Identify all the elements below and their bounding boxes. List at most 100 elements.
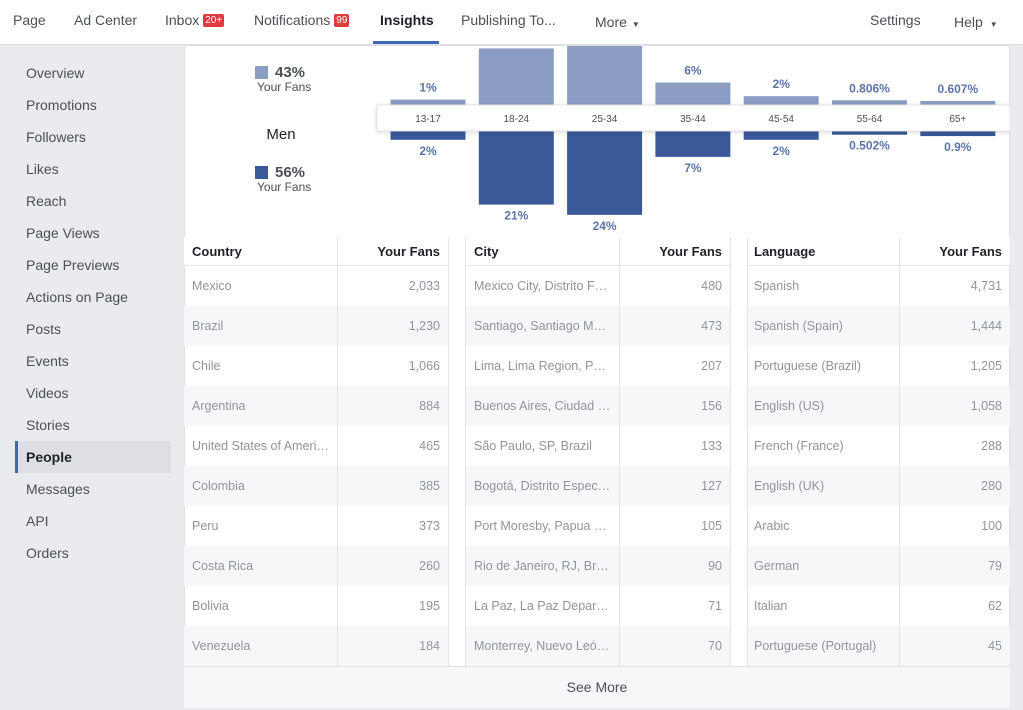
table-cell: 156	[619, 386, 730, 426]
age-label: 18-24	[504, 114, 530, 125]
sidebar-item[interactable]: Page Previews	[26, 257, 120, 273]
table-cell: 100	[899, 506, 1010, 546]
column-header: Your Fans	[337, 237, 448, 266]
age-chart: 1%6%2% 0.806% 0.607%43%Your Fans2%21%24%7%…	[255, 46, 1010, 233]
table-cell: Brazil	[184, 306, 338, 346]
nav-settings[interactable]: Settings	[870, 12, 921, 28]
table-cell: 4,731	[899, 265, 1010, 306]
table-cell: 280	[899, 466, 1010, 506]
table-row: Arabic 100	[746, 506, 1010, 546]
table-cell: 373	[337, 506, 448, 546]
sidebar-item[interactable]: Posts	[26, 321, 62, 337]
column-header: Your Fans	[899, 237, 1010, 266]
table-cell: Monterrey, Nuevo León…	[466, 626, 620, 666]
nav-more[interactable]: More ▼	[595, 14, 640, 30]
value-label: 7%	[684, 161, 702, 175]
table-cell: 1,230	[337, 306, 448, 346]
table-row: Chile 1,066	[184, 346, 448, 386]
table-row: English (UK) 280	[746, 466, 1010, 506]
sidebar-item[interactable]: Page Views	[26, 225, 100, 241]
table-row: Bogotá, Distrito Especi… 127	[466, 466, 730, 506]
table-cell: 207	[619, 346, 730, 386]
value-label: 0.9%	[944, 140, 972, 154]
table-row: Port Moresby, Papua N… 105	[466, 506, 730, 546]
table-cell: Italian	[754, 599, 788, 613]
sidebar-item[interactable]: Followers	[26, 129, 86, 145]
table-row: Portuguese (Brazil) 1,205	[746, 346, 1010, 386]
table-cell: 1,444	[899, 306, 1010, 346]
table-cell: French (France)	[754, 439, 844, 453]
table-row: Argentina 884	[184, 386, 448, 426]
nav-help[interactable]: Help ▼	[954, 14, 998, 30]
table-row: Brazil 1,230	[184, 306, 448, 346]
nav-label: Notifications	[254, 12, 331, 28]
group-label: Men	[266, 126, 295, 143]
value-label: 2%	[419, 144, 437, 158]
sidebar-item[interactable]: Actions on Page	[26, 289, 128, 305]
table-cell: 884	[337, 386, 448, 426]
nav-label: Inbox	[165, 12, 200, 28]
table-row: Lima, Lima Region, Peru 207	[466, 346, 730, 386]
nav-tab[interactable]: Inbox 20+	[165, 12, 225, 28]
value-label: 0.806%	[849, 81, 890, 95]
nav-tab[interactable]: Page	[13, 12, 46, 28]
nav-tab[interactable]: Publishing To...	[461, 12, 556, 28]
nav-label: Insights	[380, 12, 434, 28]
badge: 20+	[203, 14, 225, 27]
column-header: Language	[746, 237, 900, 266]
data-table: Country Your Fans Mexico 2,033 Brazil 1,230 Ch…	[184, 237, 448, 666]
table-cell: Bogotá, Distrito Especi…	[466, 466, 620, 506]
table-row: Santiago, Santiago Met… 473	[466, 306, 730, 346]
legend-name: Your Fans	[257, 180, 311, 194]
table-gap	[448, 237, 466, 666]
header-row: City Your Fans	[466, 237, 730, 266]
table-row: Spanish (Spain) 1,444	[746, 306, 1010, 346]
value-label: 1%	[419, 81, 437, 95]
table-cell: Costa Rica	[184, 546, 338, 586]
table-cell: 79	[899, 546, 1010, 586]
table-cell: 1,066	[337, 346, 448, 386]
table-row: Rio de Janeiro, RJ, Brazil 90	[466, 546, 730, 586]
see-more[interactable]: See More	[184, 666, 1010, 708]
badge: 99	[334, 14, 350, 27]
table-cell: English (US)	[746, 386, 900, 426]
table-cell: 45	[899, 626, 1010, 666]
table-row: Mexico City, Distrito Fe… 480	[466, 265, 730, 306]
sidebar-item[interactable]: Events	[26, 353, 69, 369]
value-label: 21%	[504, 209, 528, 223]
sidebar-item[interactable]: Overview	[26, 65, 85, 81]
table-row: Portuguese (Portugal) 45	[746, 626, 1010, 666]
nav-tab[interactable]: Notifications 99	[254, 12, 350, 28]
caret: ▼	[989, 20, 998, 29]
table-cell: La Paz, La Paz Depart…	[474, 599, 613, 613]
sidebar-item[interactable]: Videos	[26, 385, 69, 401]
table-cell: 465	[337, 426, 448, 466]
sidebar-item[interactable]: Promotions	[26, 97, 97, 113]
table-cell: Santiago, Santiago Met…	[466, 306, 620, 346]
age-label: 35-44	[680, 114, 706, 125]
sidebar-item[interactable]: Reach	[26, 193, 67, 209]
table-cell: Spanish	[754, 279, 800, 293]
sidebar-item[interactable]: Messages	[26, 481, 90, 497]
column-header: City	[466, 237, 620, 266]
sidebar-item[interactable]: API	[26, 513, 49, 529]
sidebar-item[interactable]: People	[15, 441, 171, 473]
table-cell: Arabic	[754, 519, 790, 533]
active-underline	[373, 41, 439, 44]
value-label: 24%	[593, 219, 617, 233]
table-cell: Mexico City, Distrito Fe…	[474, 279, 615, 293]
table-cell: Bolivia	[192, 599, 229, 613]
table-row: United States of America 465	[184, 426, 448, 466]
table-cell: Lima, Lima Region, Peru	[474, 359, 612, 373]
nav-label: More	[595, 14, 627, 30]
table-cell: 473	[619, 306, 730, 346]
data-table: City Your Fans Mexico City, Distrito Fe… 48…	[466, 237, 730, 666]
sidebar-item[interactable]: Likes	[26, 161, 59, 177]
sidebar-item[interactable]: Stories	[26, 417, 70, 433]
table-row: La Paz, La Paz Depart… 71	[466, 586, 730, 626]
table-cell: Port Moresby, Papua N…	[474, 519, 616, 533]
table-row: German 79	[746, 546, 1010, 586]
nav-tab[interactable]: Ad Center	[74, 12, 137, 28]
nav-tab[interactable]: Insights	[380, 12, 434, 28]
sidebar-item[interactable]: Orders	[26, 545, 69, 561]
